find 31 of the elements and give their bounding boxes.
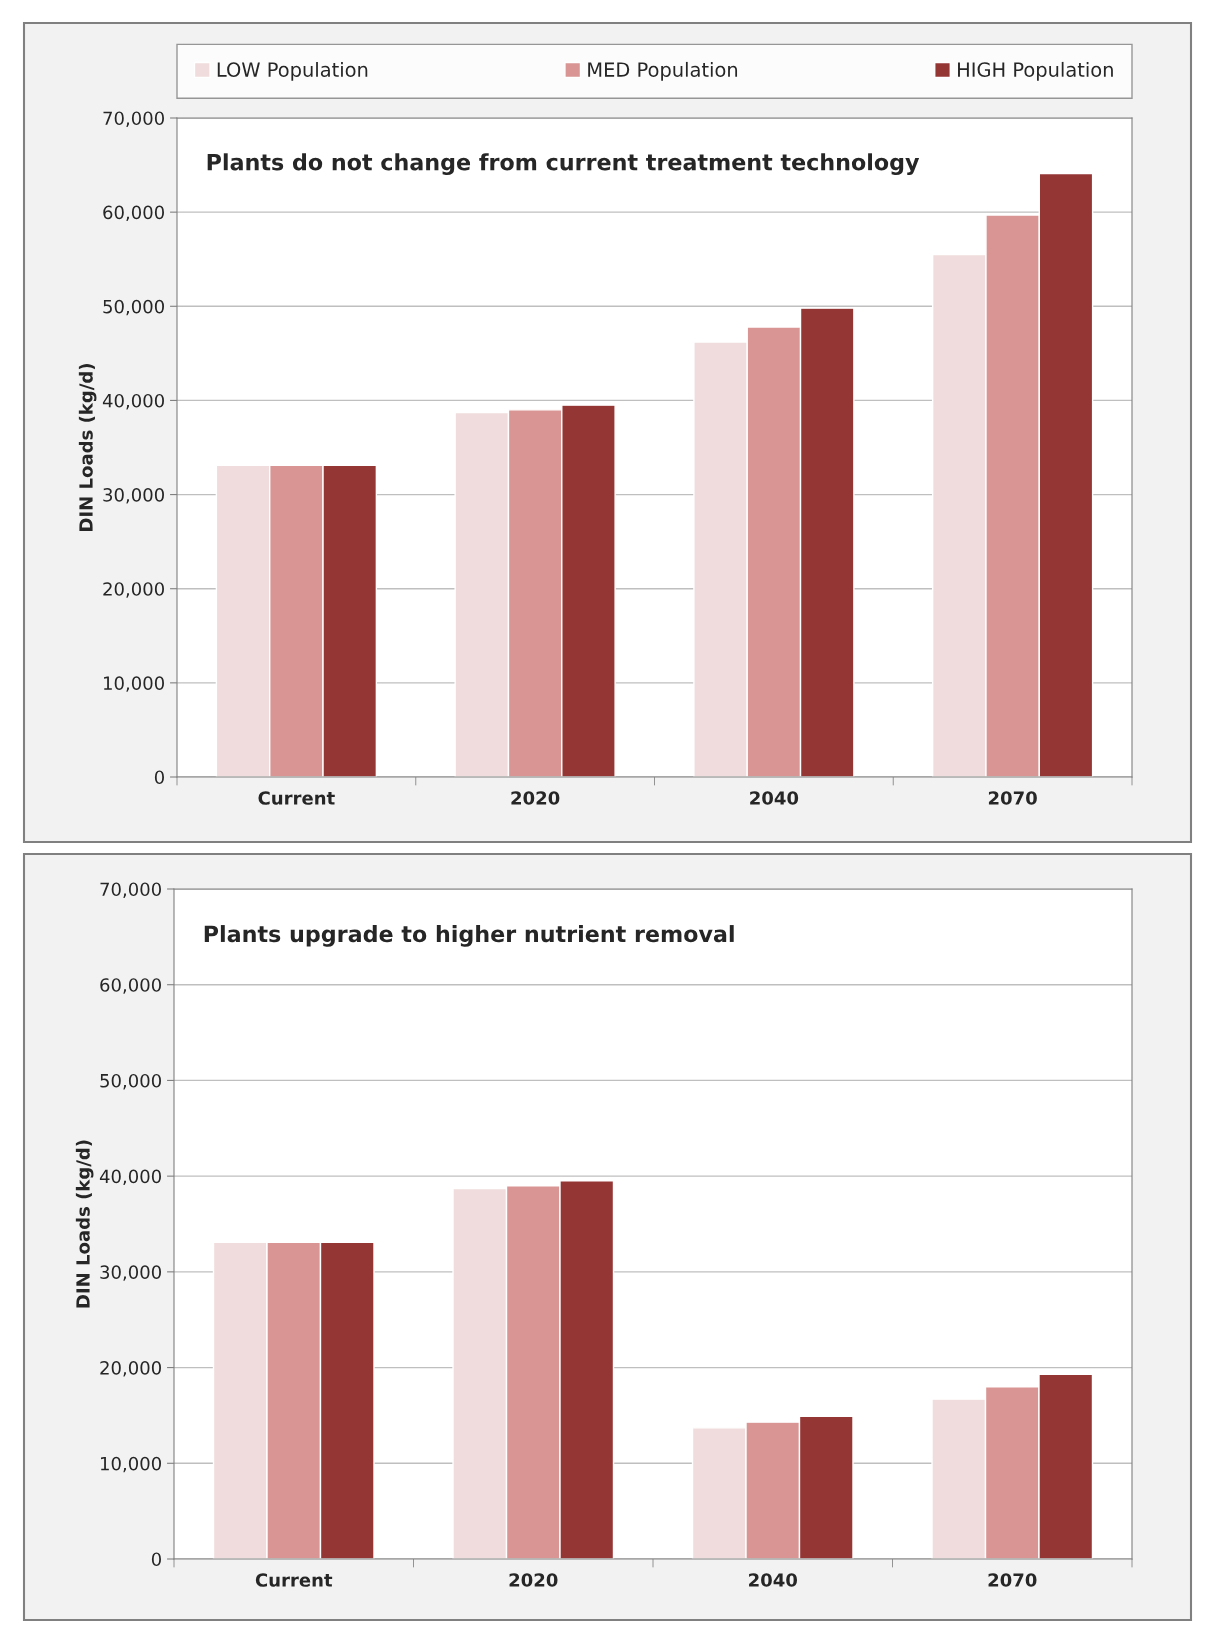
text: Plants upgrade to higher nutrient removal (204, 925, 734, 947)
legend-label: HIGH Population (958, 61, 1113, 81)
y-axis-title: DIN Loads (kg/d) (75, 1140, 94, 1308)
y-tick-label: 20,000 (103, 582, 164, 598)
y-tick-label: 40,000 (99, 1169, 161, 1186)
legend-label: LOW Population (217, 61, 368, 81)
x-tick-label: 2020 (509, 1573, 558, 1587)
y-tick-label: 20,000 (100, 1361, 161, 1377)
y-tick-label: 60,000 (100, 978, 161, 994)
text: Plants do not change from current treatment technology (207, 153, 920, 175)
y-tick-label: 30,000 (100, 1265, 161, 1281)
y-tick-label: 40,000 (102, 393, 164, 410)
y-tick-label: 50,000 (100, 1073, 161, 1090)
y-tick-label: 30,000 (103, 488, 164, 504)
y-axis-title: DIN Loads (kg/d) (78, 364, 97, 531)
y-tick-label: 70,000 (103, 111, 164, 127)
x-tick-label: 2040 (750, 791, 799, 805)
y-tick-label: 60,000 (103, 205, 164, 222)
x-tick-label: Current (258, 791, 335, 805)
x-tick-label: 2040 (749, 1573, 798, 1587)
legend-label: MED Population (588, 61, 738, 81)
y-tick-label: 0 (154, 770, 164, 785)
y-tick-label: 50,000 (103, 299, 164, 316)
y-tick-label: 10,000 (104, 676, 164, 692)
x-tick-label: Current (255, 1573, 333, 1587)
y-tick-label: 70,000 (100, 882, 161, 898)
y-tick-label: 10,000 (101, 1456, 161, 1473)
x-tick-label: 2070 (988, 1573, 1037, 1587)
x-tick-label: 2020 (511, 791, 560, 805)
x-tick-label: 2070 (988, 791, 1037, 805)
y-tick-label: 0 (151, 1552, 161, 1567)
